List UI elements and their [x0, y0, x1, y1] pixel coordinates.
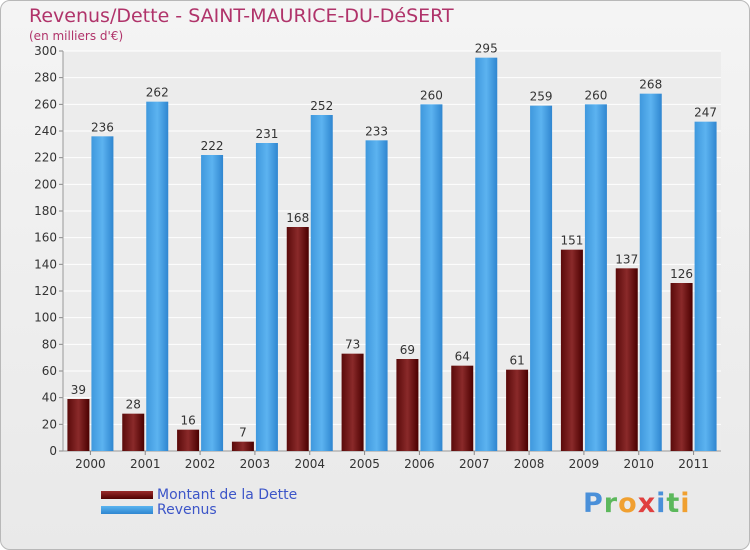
- legend-swatch-dette: [101, 490, 153, 499]
- y-tick-label: 40: [42, 391, 57, 405]
- x-tick-label: 2006: [404, 457, 435, 471]
- data-label-revenus: 231: [255, 127, 278, 141]
- data-label-dette: 61: [509, 354, 524, 368]
- y-tick-label: 140: [34, 257, 57, 271]
- data-label-dette: 64: [455, 350, 470, 364]
- bar-revenus: [694, 121, 717, 452]
- x-tick-label: 2007: [459, 457, 490, 471]
- bar-revenus: [91, 136, 114, 452]
- chart-title: Revenus/Dette - SAINT-MAURICE-DU-DéSERT: [29, 5, 454, 27]
- logo-letter: i: [680, 488, 691, 519]
- legend-swatch-revenus: [101, 505, 153, 514]
- legend-label-revenus: Revenus: [157, 501, 217, 518]
- bar-dette: [177, 429, 200, 451]
- y-tick-label: 100: [34, 311, 57, 325]
- x-tick-label: 2003: [240, 457, 271, 471]
- data-label-revenus: 247: [694, 106, 717, 120]
- data-label-dette: 151: [560, 234, 583, 248]
- logo-letter: P: [583, 488, 604, 519]
- bar-dette: [670, 283, 693, 451]
- x-tick-label: 2002: [185, 457, 216, 471]
- legend-item-dette: Montant de la Dette: [101, 486, 298, 503]
- bar-dette: [396, 359, 419, 451]
- y-tick-label: 120: [34, 284, 57, 298]
- logo-letter: o: [618, 488, 638, 519]
- bar-dette: [67, 399, 90, 451]
- bar-revenus: [255, 143, 278, 451]
- bar-revenus: [584, 104, 607, 451]
- x-tick-label: 2005: [349, 457, 380, 471]
- data-label-dette: 168: [286, 211, 309, 225]
- bar-dette: [286, 227, 309, 451]
- y-tick-label: 260: [34, 97, 57, 111]
- chart-subtitle: (en milliers d'€): [29, 29, 124, 43]
- y-tick-label: 0: [49, 444, 57, 458]
- y-tick-label: 200: [34, 177, 57, 191]
- data-label-revenus: 268: [639, 78, 662, 92]
- y-tick-label: 60: [42, 364, 57, 378]
- y-tick-label: 80: [42, 337, 57, 351]
- data-label-revenus: 252: [310, 99, 333, 113]
- bar-dette: [122, 413, 145, 451]
- data-label-revenus: 295: [475, 42, 498, 56]
- bar-dette: [560, 249, 583, 451]
- y-tick-label: 180: [34, 204, 57, 218]
- bar-revenus: [639, 93, 662, 452]
- data-label-revenus: 262: [146, 86, 169, 100]
- logo-letter: x: [637, 488, 657, 519]
- y-tick-label: 20: [42, 417, 57, 431]
- data-label-dette: 126: [670, 267, 693, 281]
- data-label-revenus: 260: [420, 88, 443, 102]
- x-tick-label: 2004: [294, 457, 325, 471]
- bar-revenus: [146, 101, 169, 452]
- x-tick-label: 2011: [678, 457, 709, 471]
- data-label-dette: 16: [180, 414, 195, 428]
- chart-legend: Montant de la Dette Revenus: [101, 486, 298, 518]
- y-tick-label: 280: [34, 71, 57, 85]
- y-tick-label: 300: [34, 44, 57, 58]
- y-tick-label: 240: [34, 124, 57, 138]
- bar-revenus: [420, 104, 443, 451]
- y-tick-label: 160: [34, 231, 57, 245]
- bar-revenus: [365, 140, 388, 452]
- x-tick-label: 2008: [514, 457, 545, 471]
- data-label-dette: 39: [71, 383, 86, 397]
- data-label-dette: 69: [400, 343, 415, 357]
- logo-letter: r: [603, 488, 619, 519]
- legend-label-dette: Montant de la Dette: [157, 486, 298, 503]
- data-label-revenus: 233: [365, 124, 388, 138]
- logo-letter: i: [656, 488, 667, 519]
- bar-dette: [451, 365, 474, 451]
- x-tick-label: 2000: [75, 457, 106, 471]
- x-tick-label: 2009: [569, 457, 600, 471]
- data-label-dette: 137: [615, 252, 638, 266]
- bar-dette: [615, 268, 638, 451]
- proxiti-logo: Proxiti: [583, 488, 691, 519]
- data-label-dette: 7: [239, 426, 247, 440]
- data-label-dette: 73: [345, 338, 360, 352]
- bar-dette: [341, 353, 364, 451]
- x-tick-label: 2010: [623, 457, 654, 471]
- bar-revenus: [201, 155, 224, 451]
- logo-letter: t: [666, 488, 681, 519]
- x-tick-label: 2001: [130, 457, 161, 471]
- data-label-revenus: 260: [584, 88, 607, 102]
- legend-item-revenus: Revenus: [101, 501, 297, 518]
- bar-revenus: [475, 57, 498, 452]
- y-tick-label: 220: [34, 151, 57, 165]
- data-label-dette: 28: [126, 398, 141, 412]
- bar-dette: [231, 441, 254, 451]
- data-label-revenus: 222: [201, 139, 224, 153]
- bar-revenus: [310, 115, 333, 451]
- bar-revenus: [530, 105, 553, 452]
- bar-dette: [506, 369, 529, 451]
- data-label-revenus: 259: [530, 90, 553, 104]
- data-label-revenus: 236: [91, 120, 114, 134]
- plot-area: [63, 51, 721, 451]
